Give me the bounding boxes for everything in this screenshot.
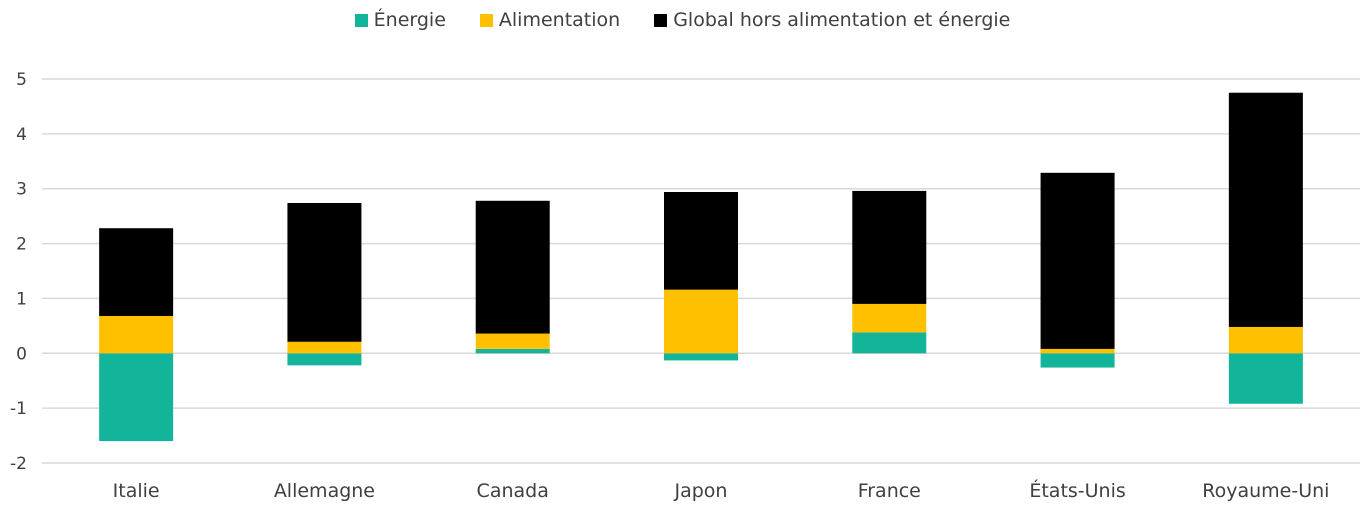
bar-segment [99,228,174,316]
bar-segment [852,332,927,354]
legend-item-energie: Énergie [354,9,446,31]
x-axis: Italie Allemagne Canada Japon France États-Un… [113,479,1330,502]
bar-segment [287,341,362,354]
bar-segment [1228,92,1303,327]
legend-label-alimentation: Alimentation [498,9,621,31]
legend-swatch-global [654,13,668,27]
y-tick-label: -2 [10,454,27,474]
y-tick-label: 5 [16,70,27,90]
x-category-label: Canada [477,480,549,502]
bar-segment [664,353,738,361]
bar-segment [664,192,738,290]
x-category-label: Japon [674,480,728,502]
bar-segment [852,190,927,304]
x-category-label: Allemagne [274,480,375,502]
bar-segment [1040,348,1115,354]
x-category-label: France [858,480,921,502]
bars [99,92,1303,442]
y-tick-label: 2 [16,235,27,255]
bar-segment [852,303,927,333]
bar-segment [475,348,550,354]
x-category-label: Royaume-Uni [1202,480,1329,502]
bar-segment [1228,326,1303,354]
x-category-label: Italie [113,480,160,502]
bar-segment [287,202,362,342]
y-tick-label: 0 [16,344,27,364]
y-tick-label: 3 [16,180,27,200]
legend-label-global: Global hors alimentation et énergie [673,9,1011,31]
legend-swatch-alimentation [479,13,493,27]
legend-label-energie: Énergie [373,9,446,31]
x-category-label: États-Unis [1029,479,1125,502]
bar-segment [1040,353,1115,368]
bar-segment [99,315,174,354]
legend-item-global: Global hors alimentation et énergie [654,9,1010,31]
bar-segment [1040,172,1115,349]
bar-segment [475,200,550,334]
bar-segment [99,353,174,442]
legend-swatch-energie [354,13,368,27]
legend-item-alimentation: Alimentation [479,9,621,31]
y-tick-label: 4 [16,125,27,145]
legend: Énergie Alimentation Global hors aliment… [0,9,1365,31]
y-axis: -2 -1 0 1 2 3 4 5 [10,70,27,474]
bar-segment [287,353,362,366]
bar-segment [1228,353,1303,404]
y-tick-label: 1 [16,289,27,309]
bar-segment [664,289,738,354]
y-tick-label: -1 [10,399,27,419]
bar-segment [475,333,550,349]
